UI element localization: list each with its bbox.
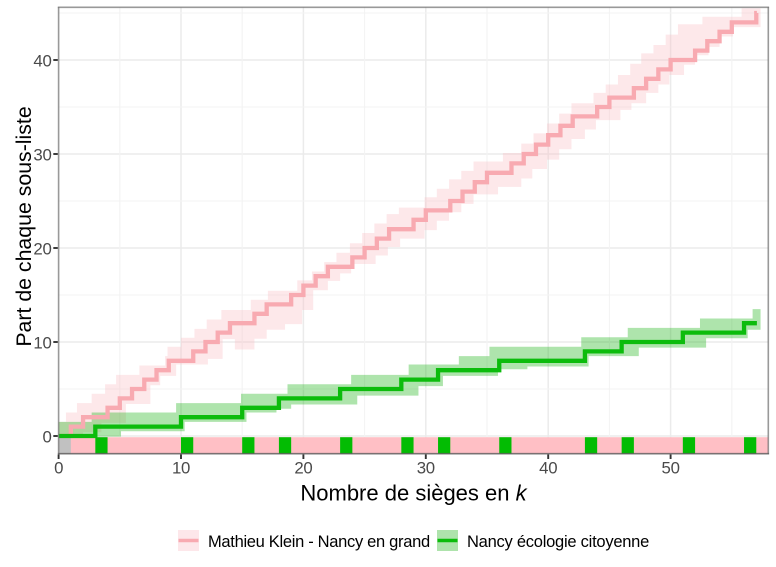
svg-text:50: 50 <box>662 459 680 478</box>
svg-text:Mathieu Klein - Nancy en grand: Mathieu Klein - Nancy en grand <box>208 533 430 551</box>
svg-text:30: 30 <box>33 146 51 165</box>
svg-text:40: 40 <box>33 52 51 71</box>
svg-text:30: 30 <box>417 459 435 478</box>
svg-text:20: 20 <box>294 459 312 478</box>
svg-text:10: 10 <box>172 459 190 478</box>
svg-text:Nancy écologie citoyenne: Nancy écologie citoyenne <box>467 533 649 551</box>
svg-text:10: 10 <box>33 334 51 353</box>
svg-text:40: 40 <box>539 459 557 478</box>
svg-text:20: 20 <box>33 240 51 259</box>
svg-text:0: 0 <box>54 459 63 478</box>
svg-text:0: 0 <box>42 428 51 447</box>
svg-text:Nombre de sièges en k: Nombre de sièges en k <box>300 481 527 506</box>
svg-text:Part de chaque sous-liste: Part de chaque sous-liste <box>12 106 36 346</box>
